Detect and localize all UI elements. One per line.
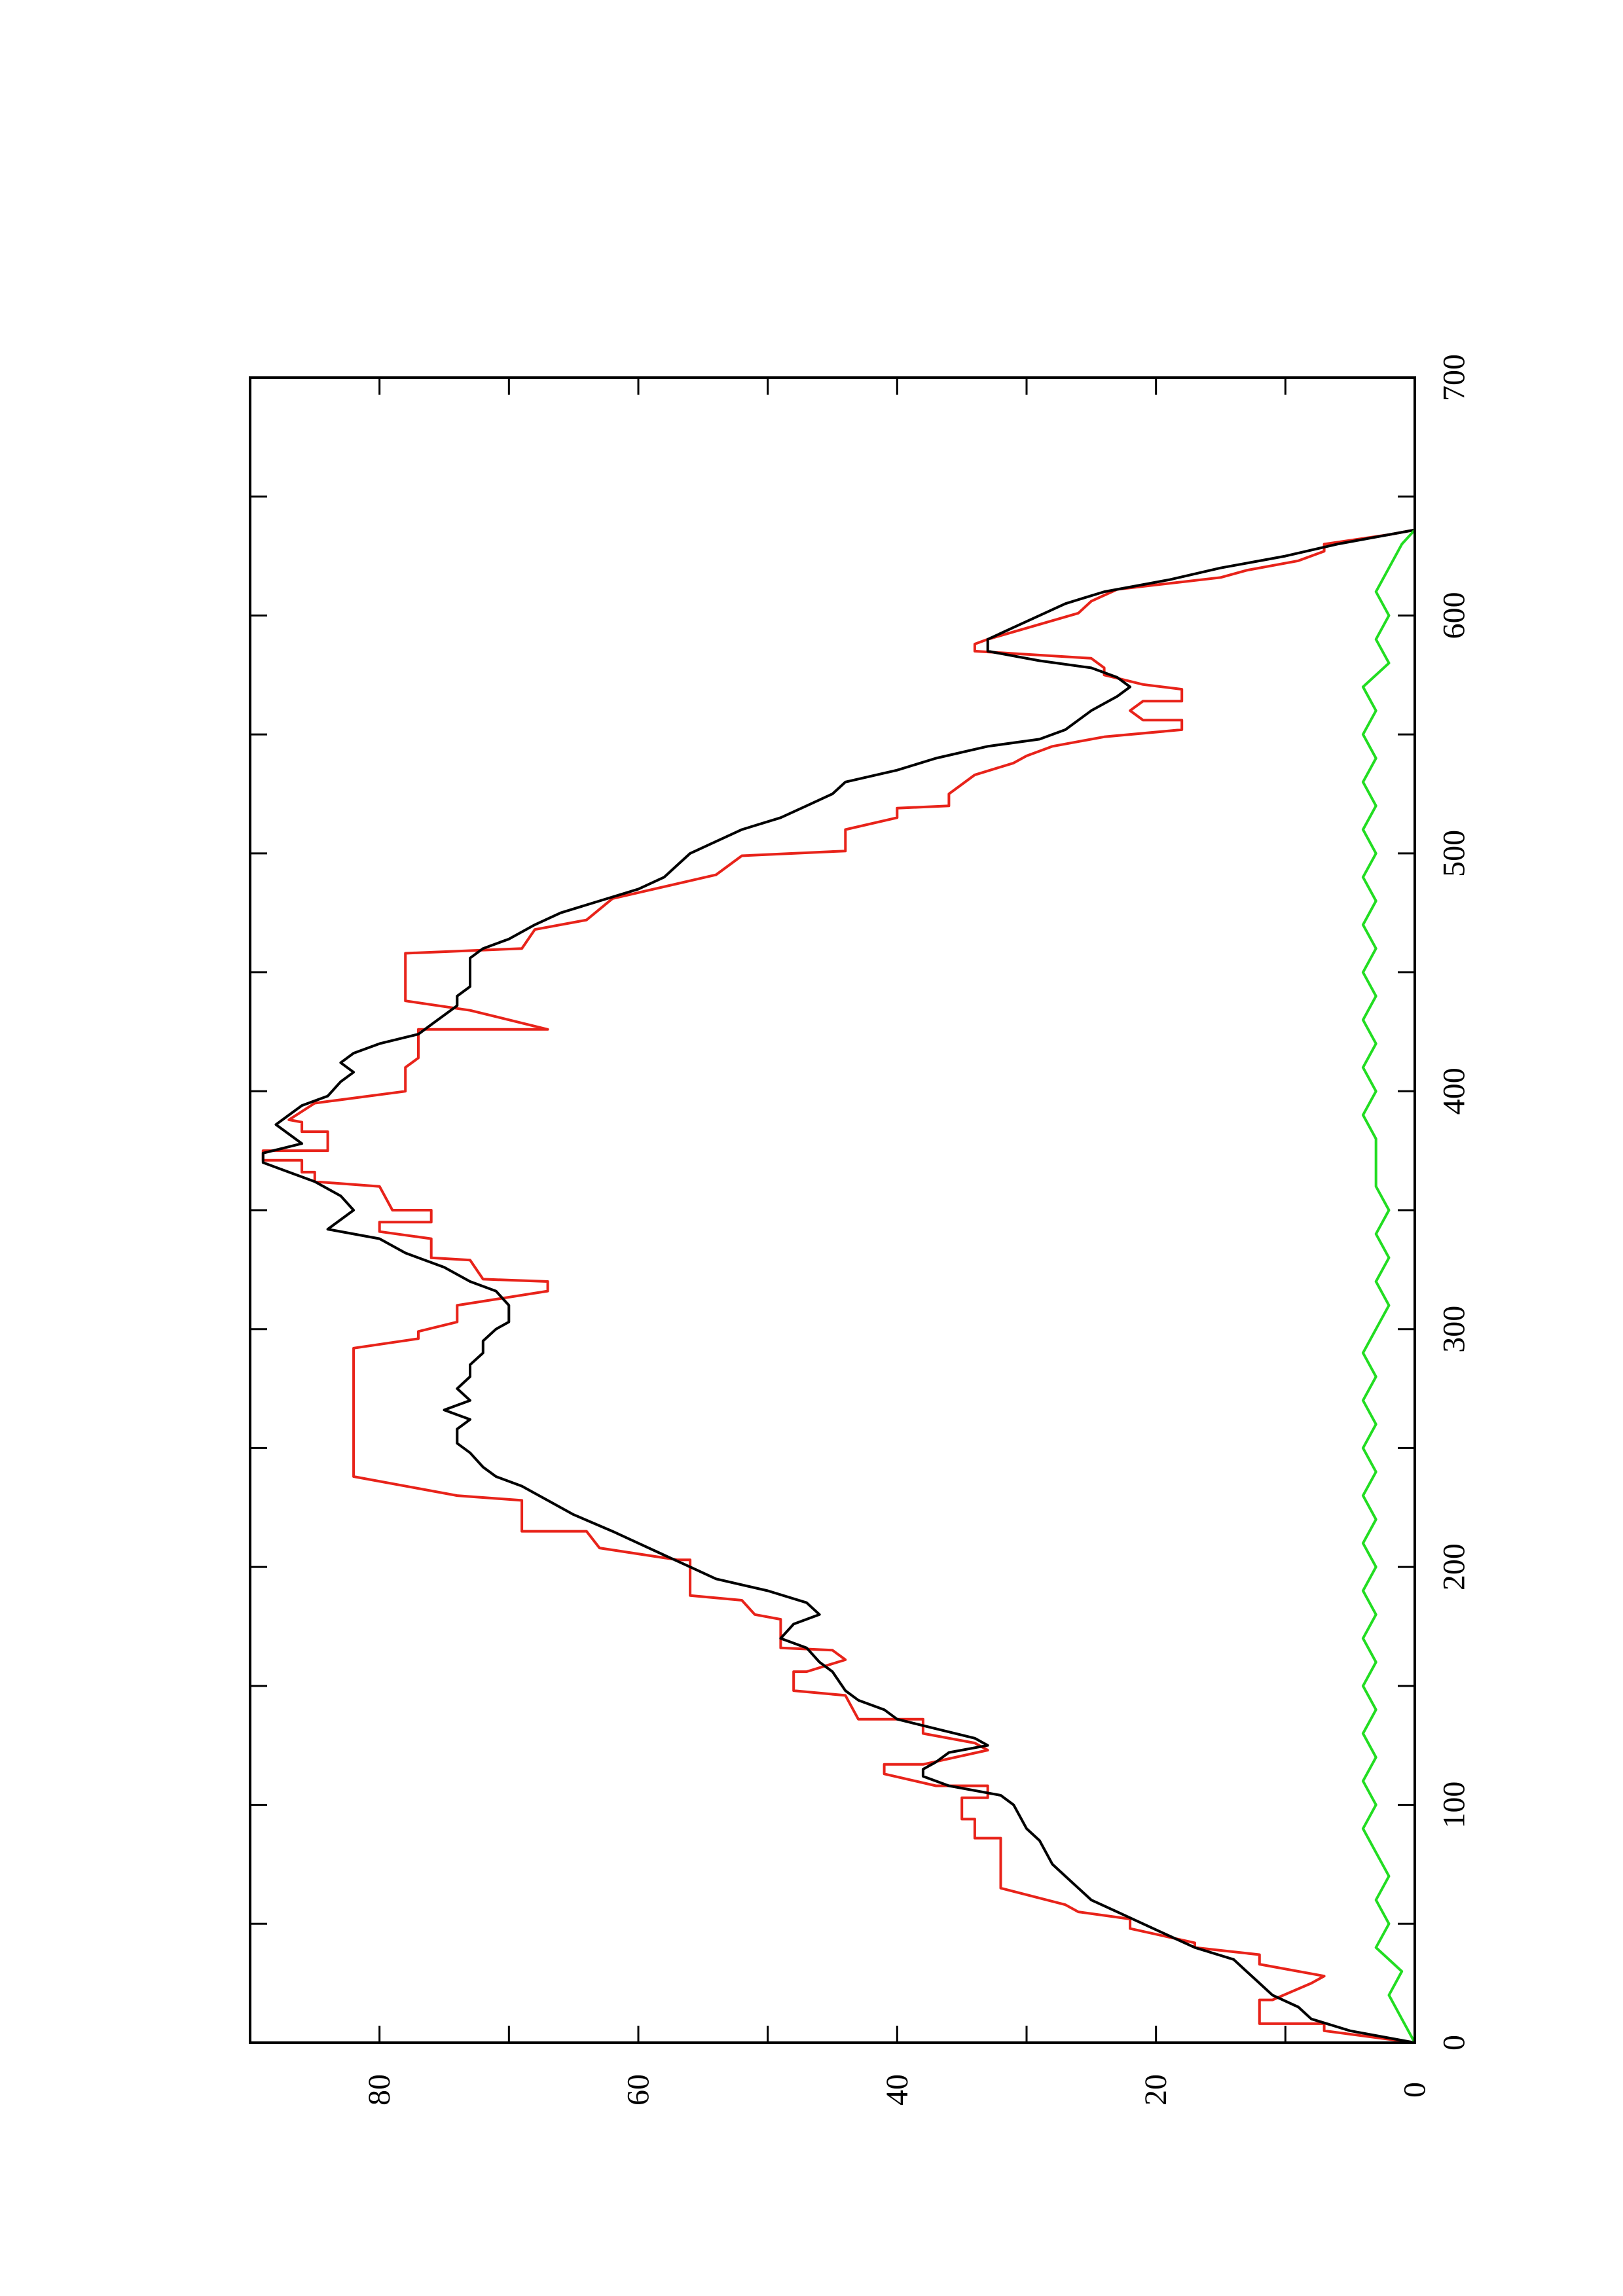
y-tick-label: 20 xyxy=(1139,2074,1173,2106)
series-line-2 xyxy=(261,528,1415,2044)
series-line-1 xyxy=(261,528,1415,2044)
x-tick-label: 700 xyxy=(1437,354,1472,401)
y-tick-label: 0 xyxy=(1398,2082,1432,2098)
x-tick-label: 500 xyxy=(1437,830,1472,877)
series-layer xyxy=(261,528,1416,2044)
x-tick-label: 600 xyxy=(1437,592,1472,639)
y-tick-label: 40 xyxy=(880,2074,915,2106)
y-tick-label: 80 xyxy=(362,2074,397,2106)
x-tick-label: 400 xyxy=(1437,1067,1472,1115)
labels-layer: 0 100 200 300 400 500 600 700 0 20 40 60 80 xyxy=(362,354,1471,2106)
ticks-layer xyxy=(250,376,1416,2044)
x-tick-label: 200 xyxy=(1437,1543,1472,1590)
x-tick-label: 0 xyxy=(1437,2035,1472,2051)
y-tick-label: 60 xyxy=(621,2074,656,2106)
x-tick-label: 100 xyxy=(1437,1782,1472,1829)
x-tick-label: 300 xyxy=(1437,1306,1472,1353)
series-line-3 xyxy=(1361,529,1416,2043)
